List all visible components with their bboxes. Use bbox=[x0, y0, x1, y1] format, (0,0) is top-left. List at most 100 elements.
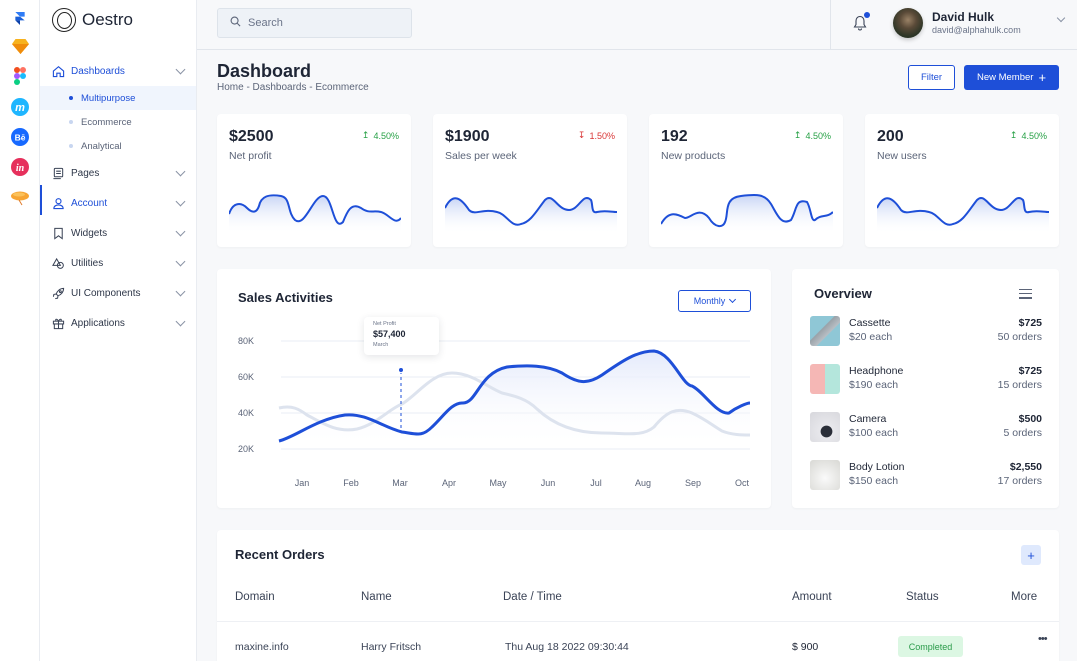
column-header-more[interactable]: More bbox=[1011, 591, 1038, 603]
chevron-down-icon bbox=[175, 286, 186, 297]
divider bbox=[217, 621, 1059, 622]
sidebar-nav: Dashboards Multipurpose Ecommerce Analyt… bbox=[40, 56, 196, 338]
chart-tooltip: Net Profit $57,400 March bbox=[364, 317, 439, 355]
card-title: Overview bbox=[814, 286, 872, 301]
oestro-logo-icon bbox=[52, 8, 76, 32]
column-header-amount[interactable]: Amount bbox=[792, 591, 832, 603]
brand-logo[interactable]: Oestro bbox=[52, 8, 133, 32]
bell-icon bbox=[853, 15, 867, 31]
sidebar-item-ui-components[interactable]: UI Components bbox=[40, 278, 196, 308]
gift-icon bbox=[51, 316, 65, 330]
stat-change: ↥ 4.50% bbox=[361, 130, 399, 141]
notification-bell[interactable] bbox=[853, 12, 870, 36]
sidebar-item-label: Widgets bbox=[71, 227, 108, 239]
user-email: david@alphahulk.com bbox=[932, 25, 1021, 35]
divider bbox=[830, 0, 831, 50]
figma-icon[interactable] bbox=[10, 66, 30, 86]
product-orders: 15 orders bbox=[997, 379, 1042, 391]
stat-card-sales-per-week: $1900 Sales per week ↧ 1.50% bbox=[433, 114, 627, 247]
overview-item[interactable]: Camera $100 each $500 5 orders bbox=[810, 411, 1042, 443]
column-header-status[interactable]: Status bbox=[906, 591, 939, 603]
y-tick: 60K bbox=[238, 372, 255, 382]
new-member-button[interactable]: New Member + bbox=[964, 65, 1059, 90]
stat-label: New products bbox=[661, 150, 726, 162]
product-name: Body Lotion bbox=[849, 461, 905, 473]
subitem-label: Multipurpose bbox=[81, 92, 136, 104]
overview-item[interactable]: Cassette $20 each $725 50 orders bbox=[810, 315, 1042, 347]
user-name[interactable]: David Hulk bbox=[932, 10, 995, 24]
y-tick: 80K bbox=[238, 336, 255, 346]
search-input[interactable]: Search bbox=[217, 8, 412, 38]
sidebar-subitem-analytical[interactable]: Analytical bbox=[40, 134, 196, 158]
sales-line-chart bbox=[278, 340, 751, 450]
stat-value: $2500 bbox=[229, 128, 274, 145]
sidebar-item-label: Dashboards bbox=[71, 65, 125, 77]
stat-label: New users bbox=[877, 150, 927, 162]
sidebar-item-pages[interactable]: Pages bbox=[40, 158, 196, 188]
product-price: $190 each bbox=[849, 379, 899, 391]
product-name: Camera bbox=[849, 413, 887, 425]
column-header-domain[interactable]: Domain bbox=[235, 591, 275, 603]
chevron-down-icon bbox=[175, 166, 186, 177]
bullet-icon bbox=[69, 96, 73, 100]
more-options-icon[interactable]: ••• bbox=[1038, 633, 1048, 645]
stat-card-new-users: 200 New users ↥ 4.50% bbox=[865, 114, 1059, 247]
bookmark-icon bbox=[51, 226, 65, 240]
overview-card: Overview Cassette $20 each $725 50 order… bbox=[792, 269, 1059, 508]
svg-text:Bē: Bē bbox=[15, 133, 26, 143]
chevron-down-icon[interactable] bbox=[1056, 13, 1066, 23]
search-placeholder: Search bbox=[248, 17, 283, 29]
period-dropdown[interactable]: Monthly bbox=[678, 290, 751, 312]
active-indicator bbox=[40, 185, 42, 215]
column-header-name[interactable]: Name bbox=[361, 591, 392, 603]
product-price: $150 each bbox=[849, 475, 899, 487]
y-tick: 40K bbox=[238, 408, 255, 418]
sparkline-chart bbox=[661, 194, 833, 234]
overview-item[interactable]: Headphone $190 each $725 15 orders bbox=[810, 363, 1042, 395]
tooltip-value: $57,400 bbox=[373, 329, 406, 339]
stat-label: Sales per week bbox=[445, 150, 517, 162]
product-thumbnail bbox=[810, 412, 840, 442]
filter-button[interactable]: Filter bbox=[908, 65, 955, 90]
product-total: $2,550 bbox=[1009, 461, 1042, 473]
chevron-down-icon bbox=[175, 196, 186, 207]
product-name: Cassette bbox=[849, 317, 891, 329]
sketch-icon[interactable] bbox=[10, 36, 30, 56]
sidebar-item-label: Applications bbox=[71, 317, 125, 329]
tooltip-label: Net Profit bbox=[373, 321, 396, 327]
sidebar-subitem-ecommerce[interactable]: Ecommerce bbox=[40, 110, 196, 134]
overview-item[interactable]: Body Lotion $150 each $2,550 17 orders bbox=[810, 459, 1042, 491]
avatar[interactable] bbox=[893, 8, 923, 38]
sidebar-item-applications[interactable]: Applications bbox=[40, 308, 196, 338]
brand-name: Oestro bbox=[82, 10, 134, 29]
card-title: Sales Activities bbox=[238, 290, 333, 305]
bullet-icon bbox=[69, 120, 73, 124]
sidebar-item-account[interactable]: Account bbox=[40, 188, 196, 218]
product-thumbnail bbox=[810, 364, 840, 394]
arrow-up-icon: ↥ bbox=[361, 130, 370, 140]
chevron-down-icon bbox=[175, 316, 186, 327]
y-tick: 20K bbox=[238, 444, 255, 454]
sidebar-item-label: Pages bbox=[71, 167, 100, 179]
zeppelin-icon[interactable] bbox=[10, 188, 30, 208]
marvel-icon[interactable]: m bbox=[10, 97, 30, 117]
sidebar-subitem-multipurpose[interactable]: Multipurpose bbox=[40, 86, 196, 110]
stat-value: 200 bbox=[877, 128, 904, 145]
page-title: Dashboard bbox=[217, 61, 312, 81]
sidebar-item-label: UI Components bbox=[71, 287, 141, 299]
framer-icon[interactable] bbox=[10, 8, 30, 28]
arrow-up-icon: ↥ bbox=[1009, 130, 1018, 140]
invision-icon[interactable]: in bbox=[10, 157, 30, 177]
sidebar-item-utilities[interactable]: Utilities bbox=[40, 248, 196, 278]
sidebar-item-dashboards[interactable]: Dashboards bbox=[40, 56, 196, 86]
column-header-datetime[interactable]: Date / Time bbox=[503, 591, 562, 603]
behance-icon[interactable]: Bē bbox=[10, 127, 30, 147]
product-orders: 17 orders bbox=[997, 475, 1042, 487]
sidebar-item-widgets[interactable]: Widgets bbox=[40, 218, 196, 248]
arrow-down-icon: ↧ bbox=[577, 130, 586, 140]
x-tick: Jan bbox=[294, 478, 310, 488]
x-tick: Apr bbox=[441, 478, 457, 488]
stat-change: ↥ 4.50% bbox=[793, 130, 831, 141]
menu-icon[interactable] bbox=[1019, 289, 1032, 302]
add-order-button[interactable]: + bbox=[1021, 545, 1041, 565]
